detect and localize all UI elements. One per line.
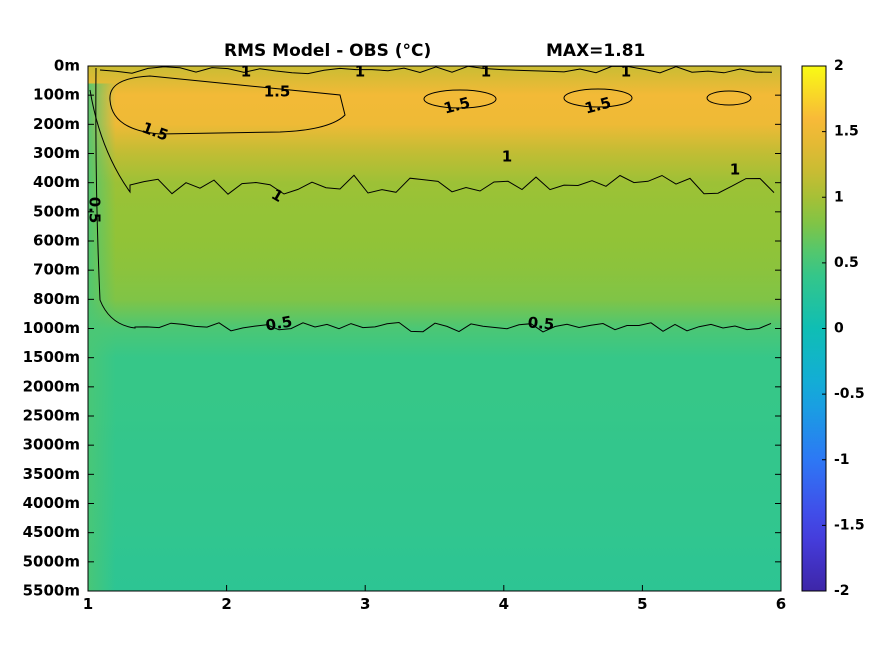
chart-title: RMS Model - OBS (°C) bbox=[224, 41, 431, 61]
colorbar-tick-label: -2 bbox=[834, 583, 850, 599]
contour-1-5-b bbox=[563, 88, 633, 108]
y-tick-label: 200m bbox=[33, 115, 80, 133]
y-tick-label: 0m bbox=[54, 57, 80, 75]
y-tick-label: 700m bbox=[33, 261, 80, 279]
contour-label: 1 bbox=[502, 148, 512, 166]
y-tick-label: 5000m bbox=[23, 552, 80, 570]
contour-label: 0.5 bbox=[264, 312, 293, 334]
colorbar-tick-label: 1.5 bbox=[834, 124, 859, 140]
y-tick-label: 2000m bbox=[23, 377, 80, 395]
y-tick-label: 500m bbox=[33, 202, 80, 220]
y-tick-label: 800m bbox=[33, 290, 80, 308]
x-tick-label: 3 bbox=[360, 595, 370, 613]
y-tick-label: 600m bbox=[33, 232, 80, 250]
colorbar-tick-label: 0 bbox=[834, 321, 844, 337]
y-tick-label: 100m bbox=[33, 86, 80, 104]
contour-1-mid bbox=[89, 89, 775, 195]
contour-label: 1 bbox=[355, 63, 365, 81]
y-tick-label: 400m bbox=[33, 173, 80, 191]
contour-1-5-left bbox=[109, 75, 346, 135]
contour-label: 1 bbox=[621, 63, 631, 81]
colorbar-tick-label: -1.5 bbox=[834, 517, 865, 533]
x-tick-label: 5 bbox=[637, 595, 647, 613]
colorbar-tick-label: 2 bbox=[834, 58, 844, 74]
y-tick-label: 5500m bbox=[23, 582, 80, 600]
contour-1-5-c bbox=[706, 90, 752, 106]
contour-label: 0.5 bbox=[527, 313, 555, 333]
chart-title-unit: (°C) bbox=[394, 41, 432, 61]
colorbar-tick-label: -0.5 bbox=[834, 386, 865, 402]
colorbar-tick-label: 0.5 bbox=[834, 255, 859, 271]
y-tick-label: 2500m bbox=[23, 407, 80, 425]
colorbar-tick-label: 1 bbox=[834, 189, 844, 205]
contour-1-5-a bbox=[423, 89, 497, 109]
chart-title-text: RMS Model - OBS bbox=[224, 41, 389, 61]
y-tick-label: 4500m bbox=[23, 523, 80, 541]
contour-label: 1 bbox=[241, 63, 251, 81]
y-tick-label: 1500m bbox=[23, 348, 80, 366]
heatmap-field bbox=[88, 66, 781, 591]
contour-label: 1.5 bbox=[264, 83, 291, 101]
max-annotation: MAX=1.81 bbox=[546, 41, 646, 61]
contour-0-5 bbox=[95, 67, 772, 333]
contour-label: 1 bbox=[730, 161, 740, 179]
y-tick-label: 4000m bbox=[23, 494, 80, 512]
y-tick-label: 3500m bbox=[23, 465, 80, 483]
x-tick-label: 2 bbox=[221, 595, 231, 613]
x-tick-label: 1 bbox=[83, 595, 93, 613]
contour-label: 1 bbox=[481, 63, 491, 81]
colorbar-tick-label: -1 bbox=[834, 452, 850, 468]
contour-1-top bbox=[99, 65, 773, 75]
x-tick-label: 6 bbox=[776, 595, 786, 613]
y-tick-label: 1000m bbox=[23, 319, 80, 337]
y-tick-label: 300m bbox=[33, 144, 80, 162]
contour-lines bbox=[89, 65, 775, 333]
x-tick-label: 4 bbox=[499, 595, 509, 613]
contour-label: 0.5 bbox=[86, 197, 104, 224]
y-tick-label: 3000m bbox=[23, 436, 80, 454]
heatmap-left-edge bbox=[88, 83, 116, 591]
